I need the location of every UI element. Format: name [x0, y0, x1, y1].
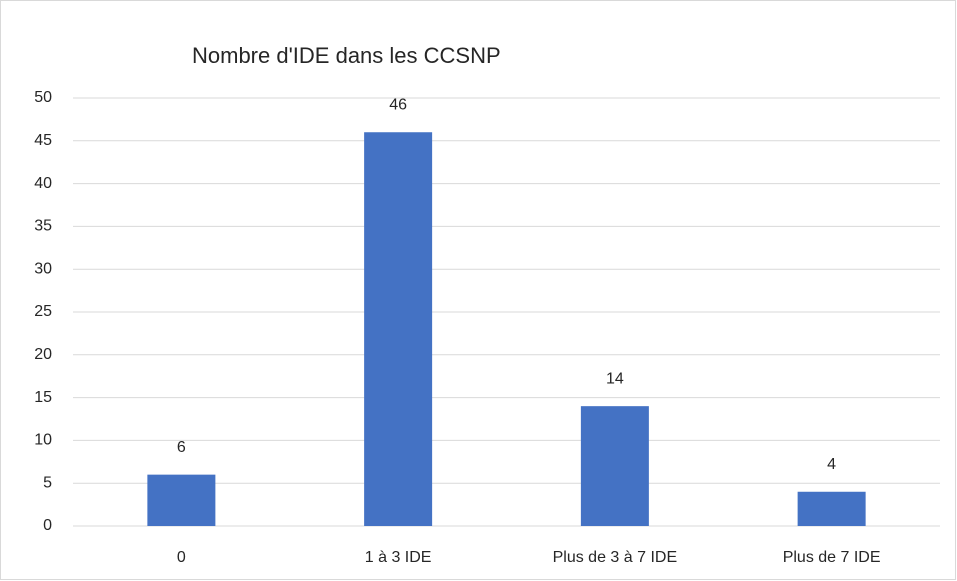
y-tick-label: 20 [34, 346, 52, 363]
data-label: 46 [389, 96, 407, 113]
y-tick-label: 10 [34, 432, 52, 449]
x-tick-label: Plus de 3 à 7 IDE [553, 549, 678, 566]
y-tick-label: 40 [34, 175, 52, 192]
data-label: 4 [827, 456, 836, 473]
y-tick-label: 15 [34, 389, 52, 406]
x-tick-label: 1 à 3 IDE [365, 549, 432, 566]
y-tick-label: 35 [34, 218, 52, 235]
bar [364, 132, 433, 527]
y-tick-label: 5 [43, 474, 52, 491]
data-label: 14 [606, 370, 624, 387]
x-tick-label: Plus de 7 IDE [783, 549, 881, 566]
data-label: 6 [177, 439, 186, 456]
bar [580, 406, 649, 526]
bar [147, 474, 216, 526]
chart-title: Nombre d'IDE dans les CCSNP [192, 43, 501, 68]
y-tick-label: 25 [34, 303, 52, 320]
y-tick-label: 30 [34, 260, 52, 277]
y-tick-label: 50 [34, 89, 52, 106]
bar [797, 491, 866, 526]
x-tick-label: 0 [177, 549, 186, 566]
y-tick-label: 45 [34, 132, 52, 149]
y-tick-label: 0 [43, 517, 52, 534]
